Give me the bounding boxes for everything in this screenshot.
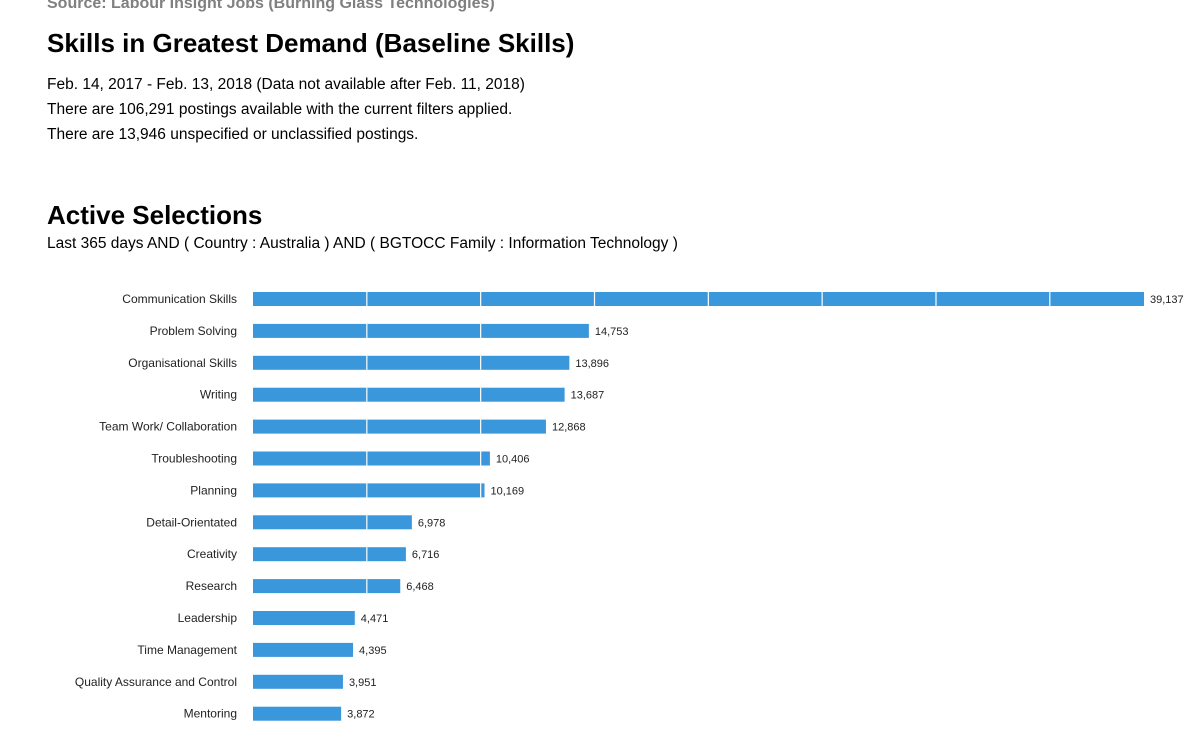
bar[interactable]	[253, 292, 1144, 306]
page-title: Skills in Greatest Demand (Baseline Skil…	[47, 28, 575, 58]
category-label: Mentoring	[184, 707, 237, 721]
source-note: Source: Labour Insight Jobs (Burning Gla…	[47, 0, 495, 12]
bar[interactable]	[253, 323, 589, 338]
value-label: 4,395	[359, 645, 387, 657]
active-selections-text: Last 365 days AND ( Country : Australia …	[47, 235, 678, 252]
postings-count-text: There are 106,291 postings available wit…	[47, 101, 513, 118]
value-label: 12,868	[552, 422, 586, 434]
value-label: 13,896	[575, 358, 609, 370]
value-label: 6,468	[406, 581, 434, 593]
value-label: 10,406	[496, 454, 530, 466]
bar[interactable]	[253, 355, 570, 370]
category-label: Problem Solving	[150, 324, 237, 338]
value-label: 4,471	[361, 613, 389, 625]
unclassified-count-text: There are 13,946 unspecified or unclassi…	[47, 126, 419, 143]
value-label: 6,978	[418, 517, 446, 529]
category-label: Detail-Orientated	[146, 515, 237, 529]
skills-bar-chart: Communication Skills 39,137 Problem Solvin…	[75, 292, 1184, 721]
bar[interactable]	[253, 387, 565, 402]
active-selections-title: Active Selections	[47, 200, 263, 230]
value-label: 14,753	[595, 326, 629, 338]
category-label: Troubleshooting	[151, 452, 237, 466]
category-label: Writing	[200, 388, 237, 402]
category-label: Leadership	[178, 611, 238, 625]
value-label: 13,687	[571, 390, 605, 402]
value-label: 10,169	[491, 485, 525, 497]
bar[interactable]	[253, 706, 342, 721]
category-label: Communication Skills	[122, 292, 237, 306]
bar[interactable]	[253, 611, 355, 625]
bar[interactable]	[253, 419, 546, 434]
category-label: Planning	[190, 483, 237, 497]
category-label: Quality Assurance and Control	[75, 675, 237, 689]
bar[interactable]	[253, 579, 401, 594]
bar[interactable]	[253, 451, 490, 466]
category-label: Research	[186, 579, 237, 593]
value-label: 3,951	[349, 677, 377, 689]
category-label: Organisational Skills	[128, 356, 237, 370]
bar[interactable]	[253, 547, 406, 562]
value-label: 6,716	[412, 549, 440, 561]
bar[interactable]	[253, 674, 343, 689]
bar[interactable]	[253, 642, 354, 657]
value-label: 3,872	[347, 709, 375, 721]
category-label: Time Management	[137, 643, 237, 657]
bar[interactable]	[253, 515, 412, 530]
bar[interactable]	[253, 483, 485, 498]
category-label: Creativity	[187, 547, 237, 561]
value-label: 39,137	[1150, 294, 1184, 306]
date-range-text: Feb. 14, 2017 - Feb. 13, 2018 (Data not …	[47, 76, 525, 93]
category-label: Team Work/ Collaboration	[99, 420, 237, 434]
